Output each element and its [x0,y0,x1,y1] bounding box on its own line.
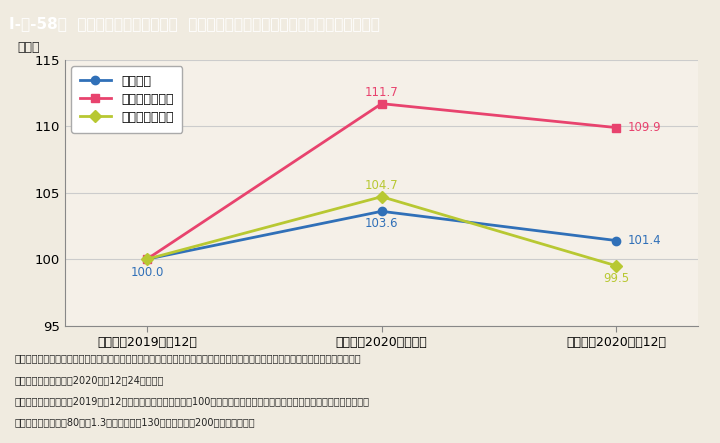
Text: ３．令和元（2019）年12月時点の家事・育児時間を100とした場合の数字で回答。家事・育児時間が２割減少した場: ３．令和元（2019）年12月時点の家事・育児時間を100とした場合の数字で回答… [14,396,369,406]
Text: 111.7: 111.7 [365,86,398,99]
Text: 103.6: 103.6 [365,218,398,230]
Text: I-特-58図  テレワークの継続状況別  男性の家事・育児時間の変化の推移（平均値）: I-特-58図 テレワークの継続状況別 男性の家事・育児時間の変化の推移（平均値… [9,16,379,31]
Legend: 男性全体, テレワーク継続, テレワーク中止: 男性全体, テレワーク継続, テレワーク中止 [71,66,182,132]
Text: 100.0: 100.0 [130,266,163,279]
Text: 合は「80」、1.3倍の場合は「130」、上限を「200」として回答。: 合は「80」、1.3倍の場合は「130」、上限を「200」として回答。 [14,418,255,427]
Text: 109.9: 109.9 [628,121,662,134]
Text: 104.7: 104.7 [365,179,398,192]
Text: （備考）１．内閣府「第２回　新型コロナウイルス感染症の影響下における生活意識・行動の変化に関する調査」より引用・作成。: （備考）１．内閣府「第２回 新型コロナウイルス感染症の影響下における生活意識・行… [14,354,361,363]
Text: ２．令和２（2020）年12月24日公表。: ２．令和２（2020）年12月24日公表。 [14,375,163,385]
Text: 99.5: 99.5 [603,272,629,285]
Text: （点）: （点） [17,42,40,54]
Text: 101.4: 101.4 [628,234,662,247]
